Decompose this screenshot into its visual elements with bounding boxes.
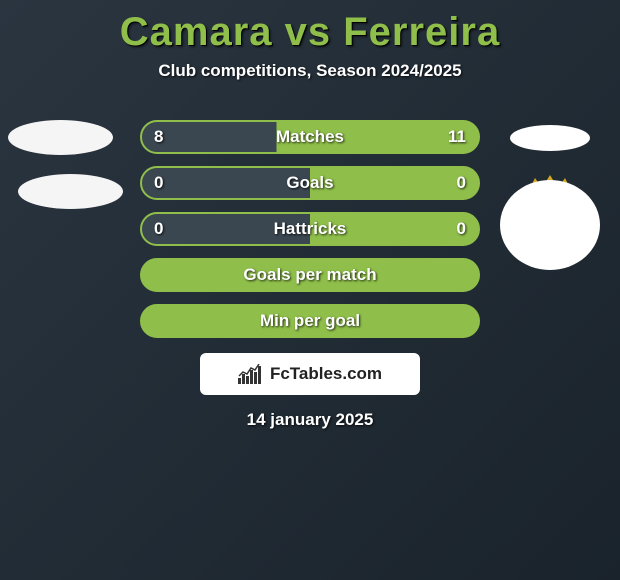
stat-value-left: 0 [154, 219, 163, 239]
stat-row: 0 Goals 0 [140, 166, 480, 200]
subtitle: Club competitions, Season 2024/2025 [0, 61, 620, 81]
player-avatar-right-1 [510, 125, 590, 151]
stat-label: Min per goal [260, 311, 360, 331]
stat-value-left: 8 [154, 127, 163, 147]
stat-value-right: 0 [457, 173, 466, 193]
stat-label: Goals per match [243, 265, 376, 285]
stat-row: 8 Matches 11 [140, 120, 480, 154]
stat-value-left: 0 [154, 173, 163, 193]
stat-row: Goals per match [140, 258, 480, 292]
player-avatar-left-1 [8, 120, 113, 155]
date-label: 14 january 2025 [0, 410, 620, 430]
stat-label: Hattricks [274, 219, 347, 239]
branding-text: FcTables.com [270, 364, 382, 384]
stat-value-right: 11 [448, 127, 466, 147]
comparison-infographic: Camara vs Ferreira Club competitions, Se… [0, 0, 620, 580]
stat-rows: 8 Matches 11 0 Goals 0 0 Hattricks 0 Goals per ma… [140, 120, 480, 350]
stat-label: Goals [286, 173, 333, 193]
stat-row: Min per goal [140, 304, 480, 338]
stat-row: 0 Hattricks 0 [140, 212, 480, 246]
club-crest-right [500, 170, 600, 270]
bars-icon [238, 364, 264, 384]
player-avatar-left-2 [18, 174, 123, 209]
stat-value-right: 0 [457, 219, 466, 239]
stat-label: Matches [276, 127, 344, 147]
branding-badge: FcTables.com [200, 353, 420, 395]
page-title: Camara vs Ferreira [0, 0, 620, 55]
